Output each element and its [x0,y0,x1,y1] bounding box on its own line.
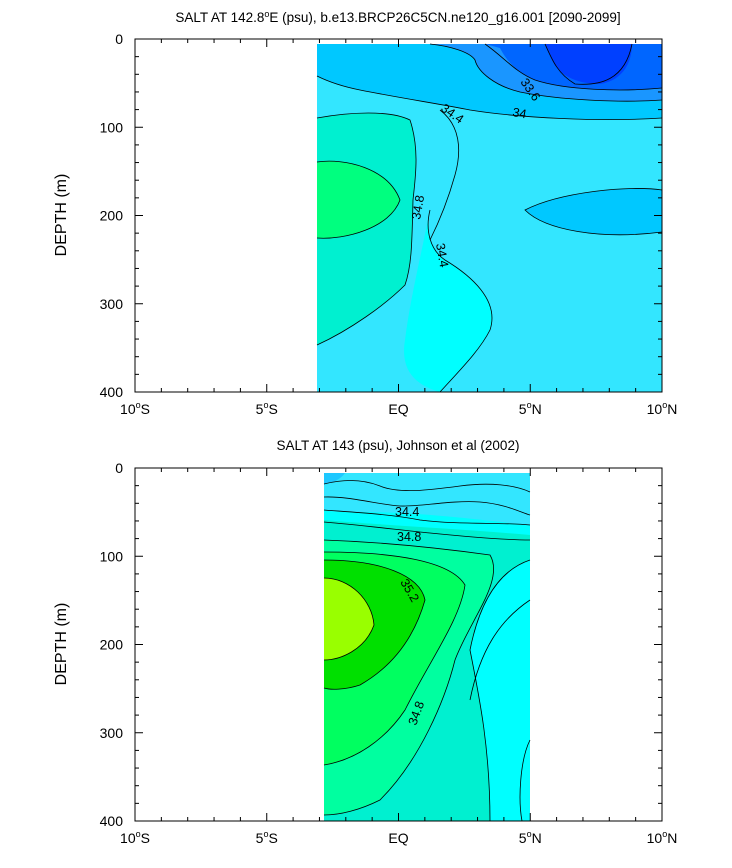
band-lt-33.2 [545,44,632,84]
panel-1: SALT AT 142.8oE (psu), b.e13.BRCP26C5CN.… [53,9,677,417]
y-tick-label: 0 [115,31,123,47]
panel-2-title: SALT AT 143 (psu), Johnson et al (2002) [277,438,520,453]
band-gt-35.0 [317,161,400,239]
x-tick-label: 5oN [519,400,542,417]
x-tick-label: EQ [388,401,408,417]
band-gt-35.6 [324,578,374,660]
x-tick-label: 5oS [256,829,278,846]
panel-2-axes: 10oS 5oS EQ 5oN 10oN 0 100 200 300 400 [100,460,678,846]
x-tick-label: 10oS [120,400,150,417]
y-tick-label: 300 [100,725,124,741]
y-tick-label: 100 [100,548,124,564]
panel-1-field [316,43,663,393]
y-tick-label: 400 [100,384,124,400]
x-tick-label: 5oN [519,829,542,846]
panel-1-axes: 10oS 5oS EQ 5oN 10oN 0 100 200 300 400 [100,31,678,417]
y-tick-label: 300 [100,296,124,312]
panel-2-ylabel: DEPTH (m) [53,603,70,686]
y-tick-label: 0 [115,460,123,476]
y-tick-label: 400 [100,813,124,829]
band-34.0-34.4 [324,473,530,525]
contour-label: 34.4 [433,242,451,268]
panel-1-contours [316,43,663,393]
x-tick-label: 10oS [120,829,150,846]
panel-1-ylabel: DEPTH (m) [53,174,70,257]
panel-1-title: SALT AT 142.8oE (psu), b.e13.BRCP26C5CN.… [175,9,620,25]
x-tick-label: 5oS [256,400,278,417]
x-tick-label: EQ [388,830,408,846]
contour-label: 34 [511,105,527,121]
y-tick-label: 200 [100,637,124,653]
band-lt-34.0 [324,473,345,484]
contour-label: 34.8 [397,530,421,544]
panel-2-contours [323,480,531,822]
band-lens-34.0-34.4 [525,188,662,235]
panel-2-field [323,473,531,822]
x-tick-label: 10oN [647,400,678,417]
y-tick-label: 200 [100,208,124,224]
band-deep-34.6 [404,210,492,392]
contour-label: 34.4 [395,505,419,519]
panel-2: SALT AT 143 (psu), Johnson et al (2002) [53,438,677,846]
x-tick-label: 10oN [647,829,678,846]
y-tick-label: 100 [100,119,124,135]
contour-label: 34.8 [409,194,427,220]
